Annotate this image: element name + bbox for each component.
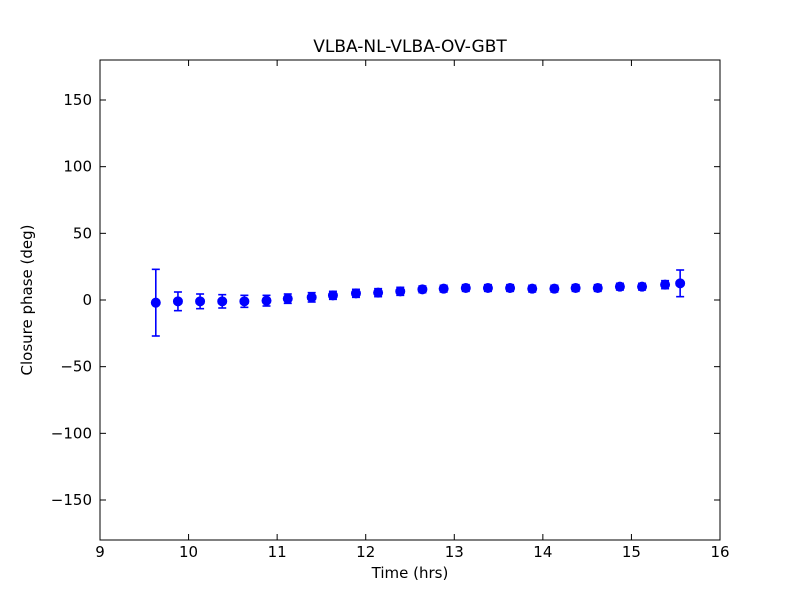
data-point [261, 295, 272, 306]
data-point [195, 296, 206, 307]
plot-title: VLBA-NL-VLBA-OV-GBT [313, 37, 507, 57]
x-tick-label: 14 [533, 543, 552, 561]
data-point [660, 279, 671, 290]
data-series-layer [150, 268, 686, 337]
y-tick-label: 150 [63, 91, 92, 109]
data-point [306, 292, 317, 303]
y-tick-label: −100 [51, 424, 92, 442]
data-point [482, 283, 493, 293]
data-point [527, 283, 538, 294]
data-point [217, 296, 228, 307]
data-point [549, 283, 560, 294]
axes-layer: 9 10 11 12 13 14 15 16 −150 −100 −50 0 50 100 150 [51, 59, 730, 561]
data-point [150, 297, 161, 308]
x-axis-label: Time (hrs) [371, 564, 449, 582]
data-point [460, 283, 471, 293]
x-tick-label: 15 [622, 543, 641, 561]
data-point [505, 283, 516, 293]
data-point [395, 286, 406, 297]
data-point [637, 281, 648, 292]
data-point [239, 296, 250, 307]
x-tick-label: 10 [179, 543, 198, 561]
y-tick-label: 0 [82, 291, 92, 309]
x-tick-label: 9 [95, 543, 105, 561]
data-point [282, 293, 293, 304]
x-tick-label: 12 [356, 543, 375, 561]
y-axis-label: Closure phase (deg) [18, 225, 36, 376]
y-tick-label: 50 [73, 224, 92, 242]
y-tick-label: −50 [60, 358, 92, 376]
y-tick-label: 100 [63, 158, 92, 176]
axes-spines [99, 59, 721, 541]
x-tick-label: 16 [710, 543, 729, 561]
y-tick-label: −150 [51, 491, 92, 509]
x-tick-label: 11 [268, 543, 287, 561]
data-point [592, 283, 603, 293]
data-point [327, 290, 338, 301]
data-point [172, 296, 183, 307]
data-point [350, 288, 361, 299]
data-point [373, 287, 384, 298]
data-point [570, 283, 581, 293]
data-point [614, 281, 625, 292]
data-point [438, 283, 449, 294]
data-point [417, 284, 428, 295]
x-tick-label: 13 [445, 543, 464, 561]
data-point [675, 278, 686, 289]
